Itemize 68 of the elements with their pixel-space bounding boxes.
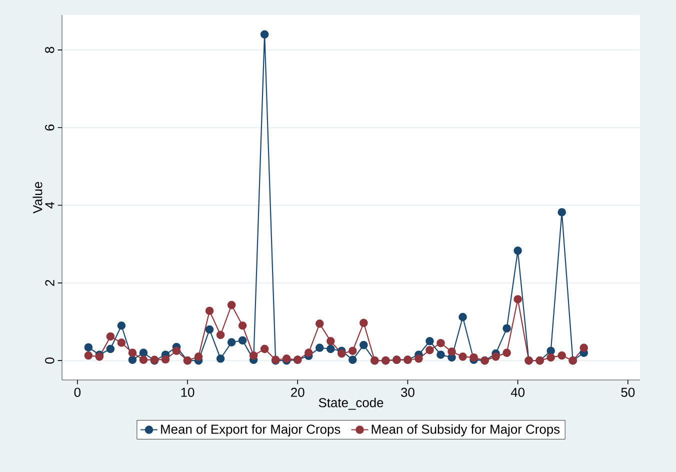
point: [338, 349, 346, 358]
x-tick-label: 40: [510, 388, 525, 397]
point: [161, 355, 170, 364]
y-tick-label: 2: [45, 280, 54, 286]
y-tick-label: 0: [45, 357, 54, 364]
point: [426, 346, 434, 354]
point: [249, 351, 258, 360]
legend-label: Mean of Export for Major Crops: [161, 424, 340, 436]
point: [117, 321, 126, 330]
point: [458, 312, 467, 322]
point: [558, 208, 566, 216]
x-axis-title: State_code: [318, 398, 384, 410]
legend-label: Mean of Subsidy for Major Crops: [372, 424, 560, 436]
y-axis-title: Value: [32, 182, 42, 214]
point: [84, 351, 93, 360]
point: [238, 336, 247, 345]
point: [128, 348, 137, 357]
point: [260, 30, 269, 39]
point: [546, 346, 555, 356]
point: [426, 337, 434, 346]
point: [348, 346, 357, 356]
x-tick-label: 50: [621, 388, 635, 397]
x-tick-label: 20: [291, 388, 304, 397]
point: [470, 353, 478, 362]
point: [502, 348, 511, 357]
point: [139, 348, 148, 357]
point: [558, 351, 566, 360]
point: [216, 354, 225, 363]
point: [448, 347, 456, 356]
point: [514, 295, 522, 304]
point: [106, 344, 115, 354]
point: [502, 324, 511, 332]
point: [315, 320, 324, 328]
point: [227, 300, 236, 310]
point: [117, 338, 126, 347]
y-tick-label: 8: [45, 46, 54, 53]
point: [326, 344, 335, 354]
point: [492, 352, 500, 361]
point: [84, 343, 93, 352]
point: [436, 350, 445, 359]
point: [315, 344, 324, 352]
point: [546, 353, 555, 362]
point: [205, 325, 214, 334]
y-tick-label: 6: [45, 124, 54, 131]
point: [106, 332, 115, 341]
point: [414, 354, 423, 363]
x-tick-label: 10: [181, 388, 194, 397]
point: [360, 318, 368, 328]
point: [139, 356, 148, 364]
point: [238, 321, 247, 330]
point: [128, 356, 137, 364]
point: [436, 338, 445, 348]
point: [304, 348, 313, 357]
point: [172, 346, 181, 356]
point: [580, 344, 588, 352]
point: [260, 344, 269, 354]
point: [216, 330, 225, 340]
point: [348, 356, 357, 364]
y-tick-label: 4: [45, 202, 54, 209]
point: [227, 338, 236, 346]
point: [194, 352, 203, 361]
point: [326, 337, 335, 346]
point: [458, 352, 467, 361]
x-tick-label: 0: [74, 388, 81, 397]
point: [360, 340, 368, 350]
point: [514, 246, 522, 255]
point: [205, 306, 214, 316]
x-tick-label: 30: [401, 388, 414, 397]
